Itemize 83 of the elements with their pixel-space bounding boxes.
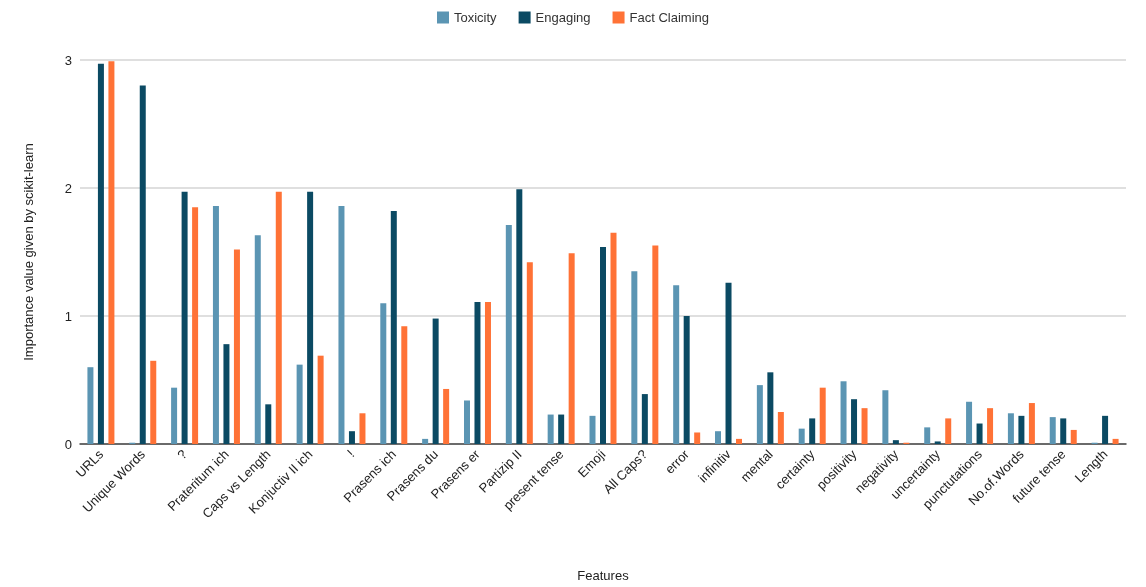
y-tick-label: 2 bbox=[64, 180, 72, 196]
bar bbox=[171, 387, 178, 444]
bar bbox=[851, 399, 858, 444]
legend-label: Fact Claiming bbox=[629, 10, 710, 25]
bar bbox=[463, 400, 470, 444]
bar bbox=[861, 408, 868, 444]
bar bbox=[192, 207, 199, 444]
bar bbox=[348, 431, 355, 444]
bar bbox=[809, 418, 816, 444]
bar bbox=[924, 427, 931, 444]
bar bbox=[715, 431, 722, 444]
bar bbox=[1102, 415, 1109, 444]
x-axis-title: Features bbox=[577, 568, 630, 583]
bar bbox=[882, 390, 889, 444]
bar bbox=[1112, 438, 1119, 444]
bar bbox=[150, 360, 157, 444]
bar bbox=[1060, 418, 1067, 444]
bar bbox=[966, 401, 973, 444]
bar bbox=[139, 85, 146, 444]
bar bbox=[87, 367, 94, 444]
bar bbox=[840, 381, 847, 444]
bar bbox=[736, 438, 743, 444]
bar bbox=[600, 246, 606, 444]
bar bbox=[756, 385, 763, 444]
bar bbox=[401, 326, 408, 444]
bar bbox=[233, 249, 240, 444]
legend-label: Engaging bbox=[535, 10, 591, 25]
bar bbox=[767, 372, 774, 444]
y-tick-label: 0 bbox=[64, 436, 72, 452]
bar bbox=[1007, 413, 1014, 444]
x-tick-label: ! bbox=[344, 446, 358, 460]
bar bbox=[474, 301, 481, 444]
bar bbox=[254, 235, 261, 444]
bar bbox=[777, 412, 784, 444]
bar bbox=[505, 225, 512, 444]
bar bbox=[725, 282, 732, 444]
bar bbox=[443, 388, 450, 444]
bar bbox=[380, 303, 387, 444]
bar bbox=[589, 415, 596, 444]
bar bbox=[976, 423, 983, 444]
bar bbox=[652, 245, 659, 444]
y-tick-label: 3 bbox=[64, 52, 72, 68]
bar bbox=[422, 438, 429, 444]
bar bbox=[694, 432, 701, 444]
bar bbox=[1028, 403, 1035, 444]
bar bbox=[432, 318, 439, 444]
bar bbox=[296, 364, 303, 444]
bar bbox=[683, 316, 690, 444]
bar bbox=[987, 408, 994, 444]
bar bbox=[307, 191, 314, 444]
bar bbox=[516, 189, 523, 444]
bar bbox=[484, 301, 491, 444]
y-tick-label: 1 bbox=[64, 308, 72, 324]
bar bbox=[547, 414, 554, 444]
bar bbox=[223, 344, 230, 444]
bar bbox=[819, 387, 826, 444]
bar bbox=[390, 211, 397, 444]
bar bbox=[558, 414, 565, 444]
bar bbox=[798, 428, 805, 444]
bar bbox=[181, 191, 188, 444]
bar bbox=[892, 440, 899, 444]
bar bbox=[1049, 417, 1056, 444]
bar bbox=[631, 271, 638, 444]
bar bbox=[934, 441, 941, 444]
bar bbox=[212, 205, 219, 444]
x-tick-label: ? bbox=[174, 446, 190, 463]
bar bbox=[945, 418, 952, 444]
bar bbox=[673, 285, 680, 444]
bar bbox=[568, 253, 575, 444]
bar bbox=[526, 262, 533, 444]
bar bbox=[359, 413, 366, 444]
y-axis-title: Importance value given by scikit-learn bbox=[21, 143, 36, 361]
bar bbox=[275, 191, 282, 444]
bar bbox=[338, 205, 345, 444]
legend-label: Toxicity bbox=[453, 10, 498, 25]
bar bbox=[1018, 415, 1025, 444]
bar bbox=[317, 355, 324, 444]
bar bbox=[610, 232, 617, 444]
bar bbox=[641, 394, 648, 444]
bar bbox=[108, 61, 115, 444]
bar bbox=[97, 63, 104, 444]
bar bbox=[265, 404, 272, 444]
bar bbox=[1070, 429, 1077, 444]
